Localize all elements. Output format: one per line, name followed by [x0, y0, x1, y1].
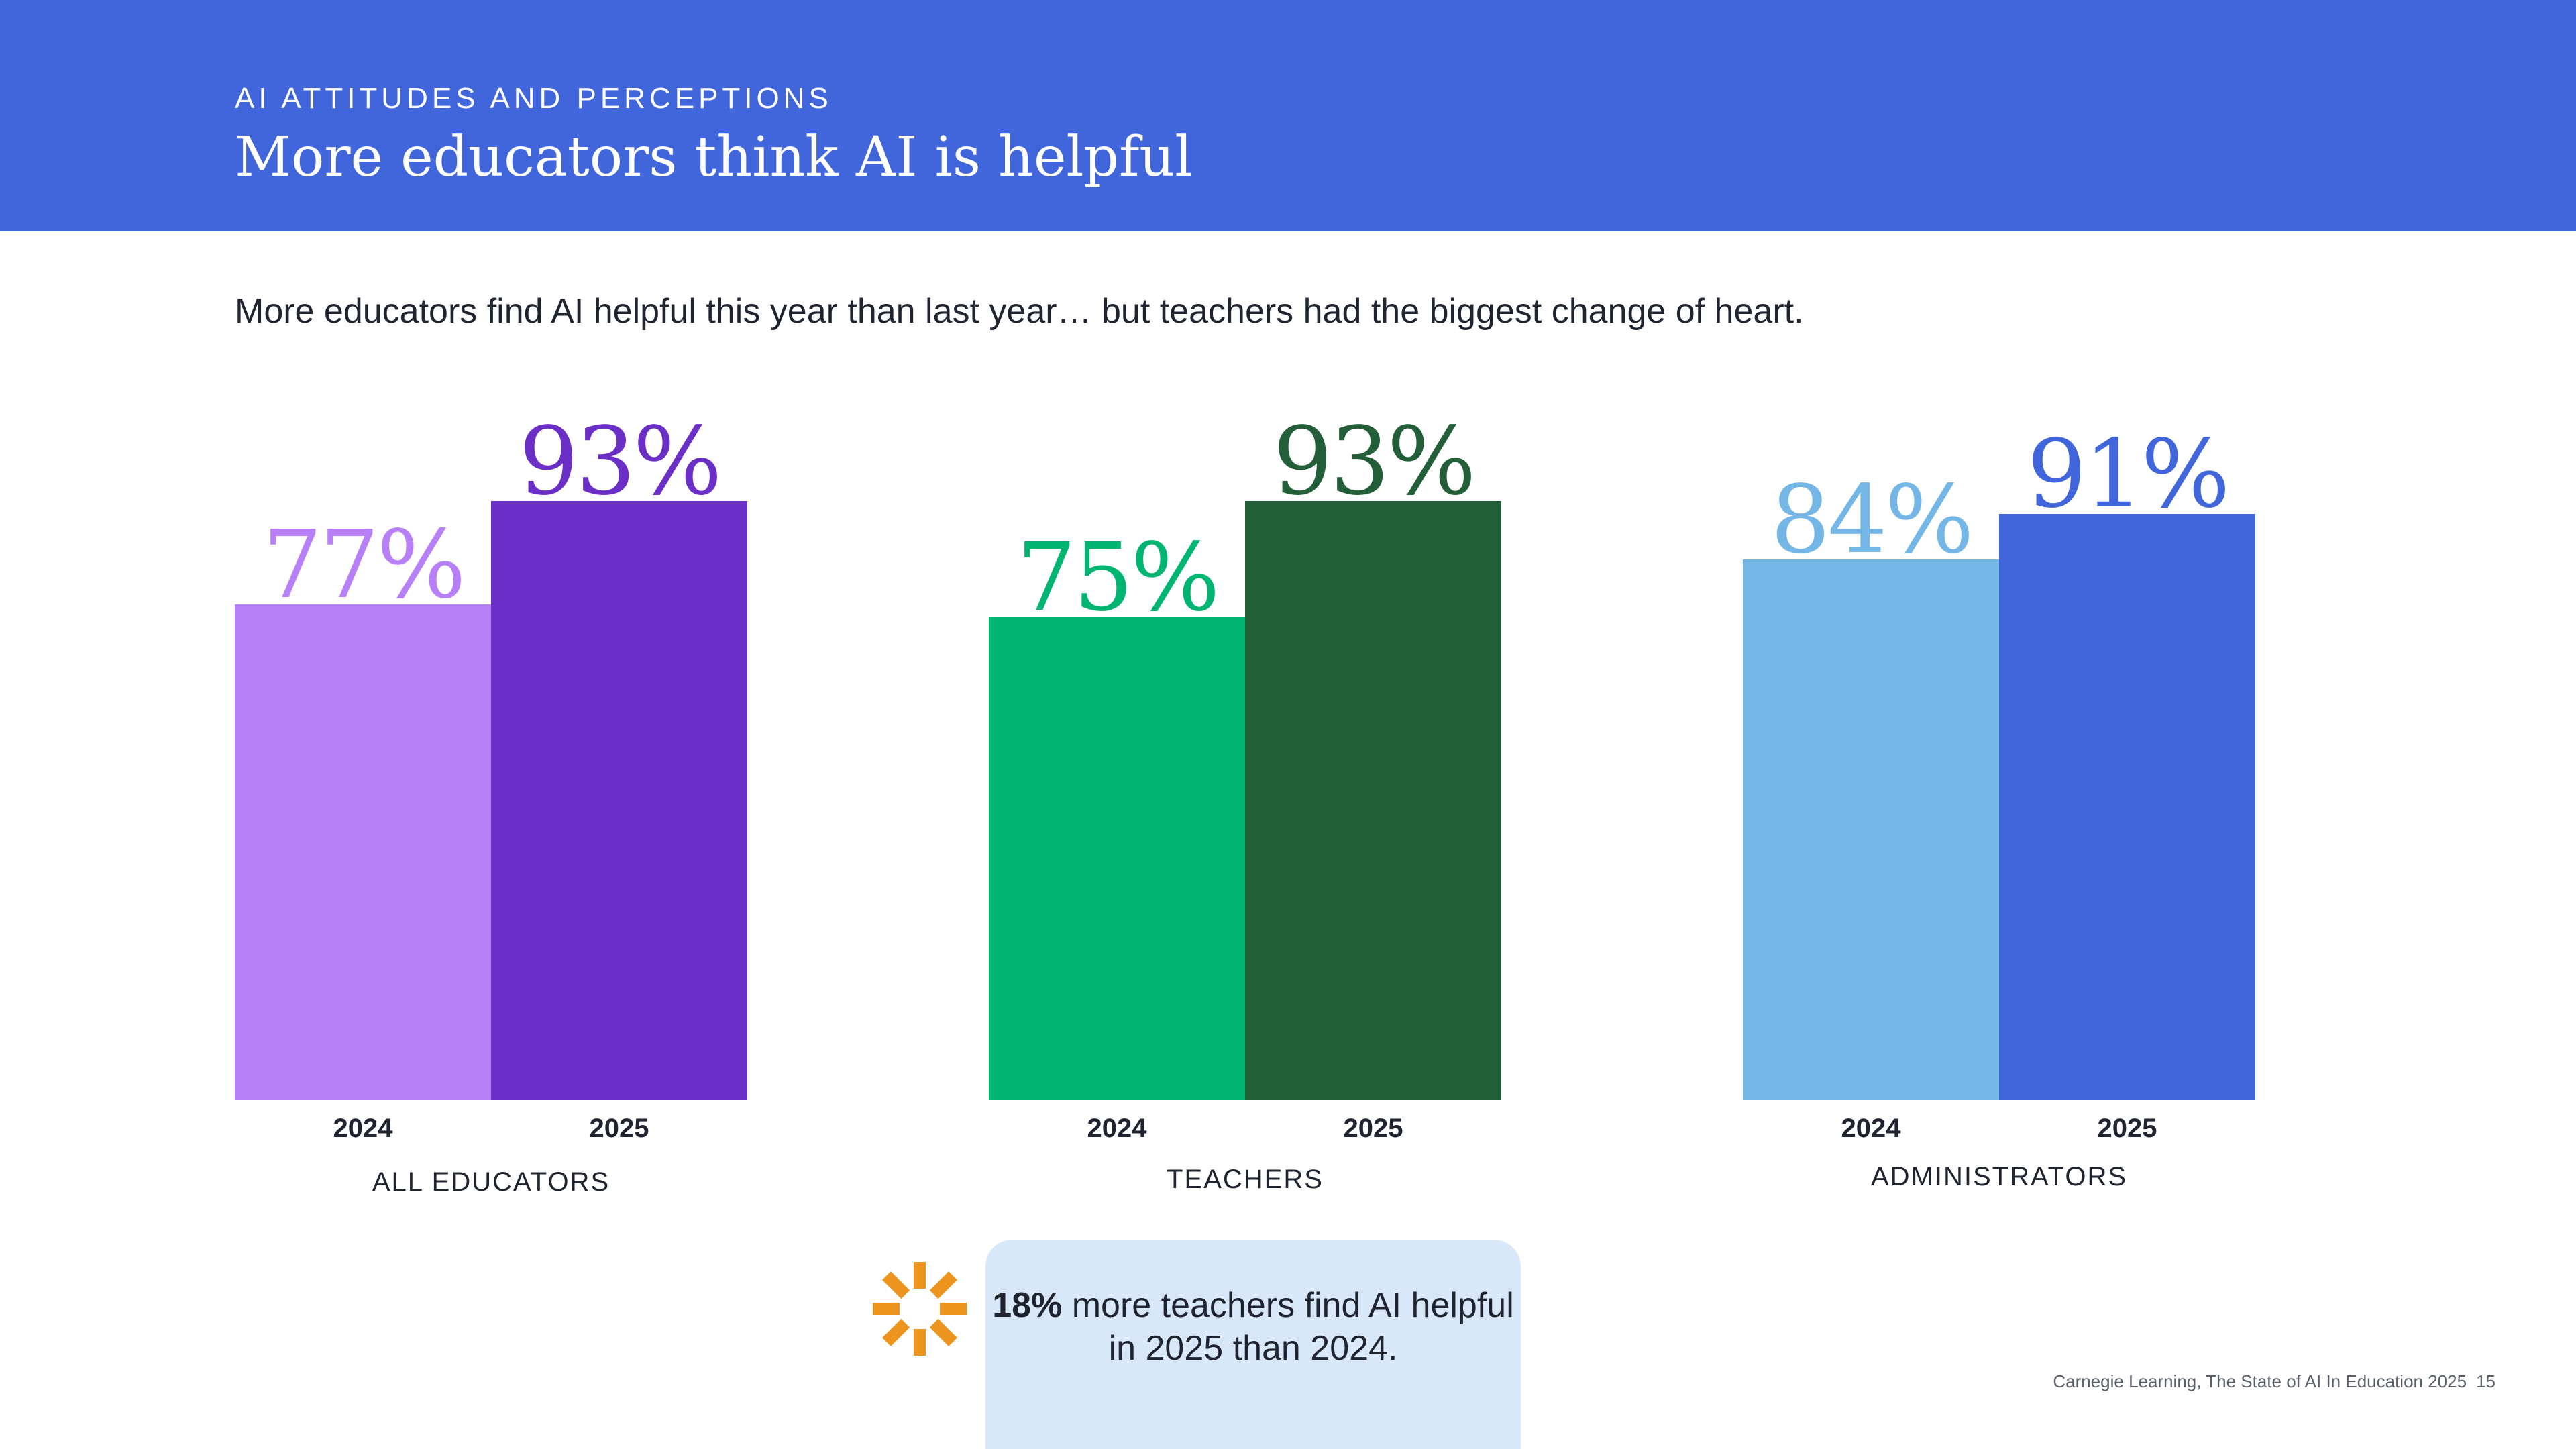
footer: Carnegie Learning, The State of AI In Ed…	[2043, 1371, 2496, 1392]
data-label-2024: 84%	[1770, 465, 1974, 575]
data-label-2024: 75%	[1016, 523, 1220, 633]
group-label: TEACHERS	[1167, 1165, 1324, 1194]
data-label-2025: 93%	[1273, 407, 1476, 517]
burst-ray	[914, 1262, 926, 1289]
burst-ray	[929, 1318, 957, 1346]
callout-text: 18% more teachers find AI helpful in 202…	[985, 1284, 1521, 1370]
data-label-2024: 77%	[262, 510, 466, 620]
data-label-2025: 91%	[2027, 420, 2230, 530]
callout-bold: 18%	[992, 1286, 1063, 1325]
tick-label-2024: 2024	[333, 1114, 393, 1143]
callout-box: 18% more teachers find AI helpful in 202…	[985, 1240, 1521, 1449]
burst-ray	[914, 1329, 926, 1356]
chart-group-all-educators: 77% 2024 93% 2025 ALL EDUCATORS	[235, 0, 747, 1208]
bar-2024	[989, 617, 1245, 1100]
callout-body: more teachers find AI helpful in 2025 th…	[1062, 1286, 1514, 1368]
data-label-2025: 93%	[519, 407, 722, 517]
bar-2025	[491, 501, 747, 1100]
bar-2024	[1743, 559, 1999, 1100]
tick-label-2024: 2024	[1841, 1114, 1901, 1143]
tick-label-2025: 2025	[1343, 1114, 1403, 1143]
bar-2024	[235, 604, 491, 1100]
bar-2025	[1999, 514, 2255, 1100]
chart-group-teachers: 75% 2024 93% 2025 TEACHERS	[989, 0, 1501, 1208]
burst-ray	[873, 1303, 900, 1315]
chart-group-administrators: 84% 2024 91% 2025 ADMINISTRATORS	[1743, 0, 2255, 1208]
burst-ray	[929, 1271, 957, 1299]
group-label: ADMINISTRATORS	[1870, 1162, 2128, 1191]
section-eyebrow: AI ATTITUDES AND PERCEPTIONS	[235, 82, 833, 115]
group-label: ALL EDUCATORS	[372, 1167, 610, 1197]
burst-icon	[873, 1262, 967, 1356]
page-subtitle: More educators find AI helpful this year…	[235, 292, 1804, 331]
page-title: More educators think AI is helpful	[235, 125, 1193, 189]
burst-ray	[882, 1318, 910, 1346]
footer-source: Carnegie Learning, The State of AI In Ed…	[2053, 1371, 2467, 1391]
tick-label-2025: 2025	[589, 1114, 649, 1143]
header-banner: AI ATTITUDES AND PERCEPTIONS More educat…	[0, 0, 2576, 231]
page-number: 15	[2476, 1371, 2496, 1391]
tick-label-2024: 2024	[1087, 1114, 1147, 1143]
burst-ray	[882, 1271, 910, 1299]
burst-ray	[940, 1303, 967, 1315]
tick-label-2025: 2025	[2097, 1114, 2157, 1143]
bar-2025	[1245, 501, 1501, 1100]
